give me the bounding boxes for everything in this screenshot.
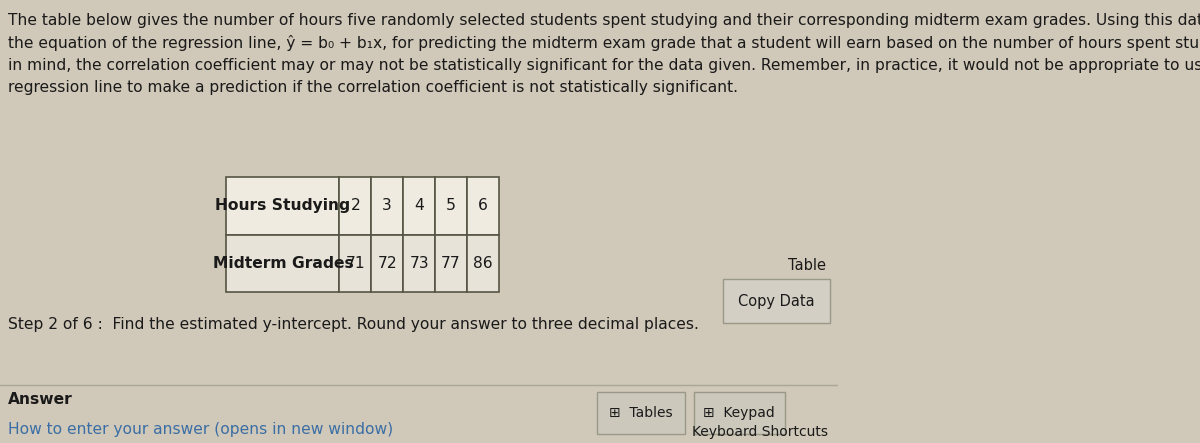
FancyBboxPatch shape <box>371 177 403 235</box>
Text: 4: 4 <box>414 198 424 214</box>
FancyBboxPatch shape <box>694 392 785 434</box>
Text: 3: 3 <box>383 198 392 214</box>
FancyBboxPatch shape <box>403 177 436 235</box>
Text: ⊞  Tables: ⊞ Tables <box>608 406 673 420</box>
Text: Midterm Grades: Midterm Grades <box>212 256 353 271</box>
FancyBboxPatch shape <box>467 177 499 235</box>
FancyBboxPatch shape <box>436 177 467 235</box>
Text: Copy Data: Copy Data <box>738 294 815 309</box>
Text: 72: 72 <box>378 256 397 271</box>
FancyBboxPatch shape <box>436 235 467 292</box>
FancyBboxPatch shape <box>340 235 371 292</box>
Text: 77: 77 <box>442 256 461 271</box>
Text: 2: 2 <box>350 198 360 214</box>
FancyBboxPatch shape <box>340 177 371 235</box>
Text: Keyboard Shortcuts: Keyboard Shortcuts <box>692 424 828 439</box>
Text: 73: 73 <box>409 256 428 271</box>
Text: The table below gives the number of hours five randomly selected students spent : The table below gives the number of hour… <box>8 13 1200 95</box>
FancyBboxPatch shape <box>227 235 340 292</box>
FancyBboxPatch shape <box>596 392 685 434</box>
FancyBboxPatch shape <box>371 235 403 292</box>
Text: Step 2 of 6 :  Find the estimated y-intercept. Round your answer to three decima: Step 2 of 6 : Find the estimated y-inter… <box>8 317 700 332</box>
Text: Table: Table <box>787 258 826 273</box>
FancyBboxPatch shape <box>722 279 830 323</box>
Text: 5: 5 <box>446 198 456 214</box>
Text: 86: 86 <box>473 256 493 271</box>
Text: Hours Studying: Hours Studying <box>215 198 350 214</box>
Text: 6: 6 <box>478 198 487 214</box>
FancyBboxPatch shape <box>227 177 340 235</box>
Text: Answer: Answer <box>8 392 73 407</box>
FancyBboxPatch shape <box>467 235 499 292</box>
FancyBboxPatch shape <box>403 235 436 292</box>
Text: 71: 71 <box>346 256 365 271</box>
Text: ⊞  Keypad: ⊞ Keypad <box>703 406 775 420</box>
Text: How to enter your answer (opens in new window): How to enter your answer (opens in new w… <box>8 422 394 437</box>
